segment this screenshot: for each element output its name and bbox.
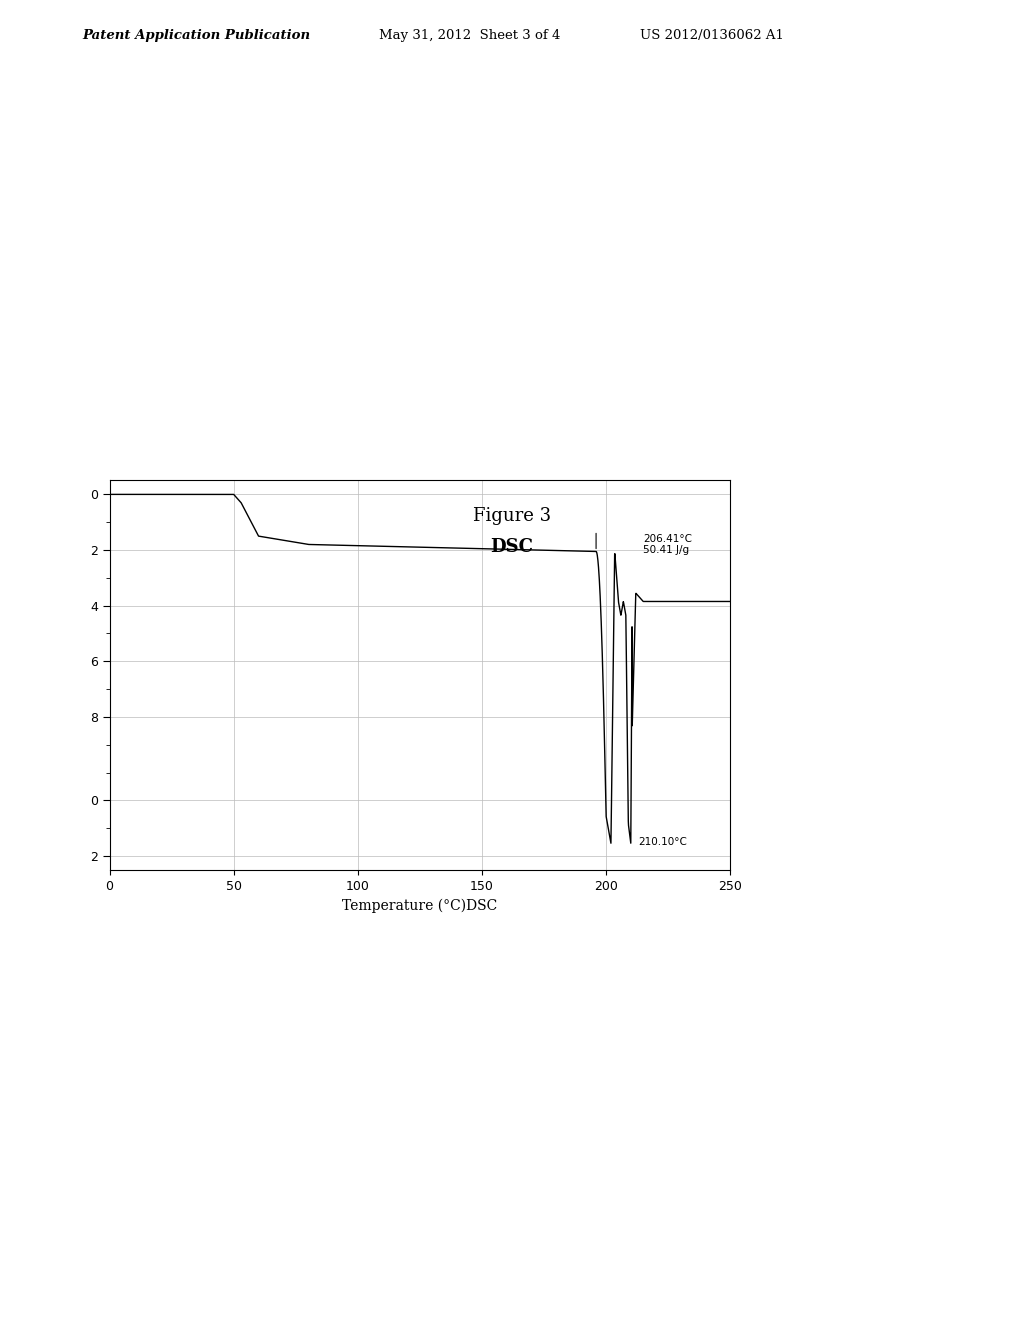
Text: US 2012/0136062 A1: US 2012/0136062 A1 <box>640 29 784 42</box>
Text: 210.10°C: 210.10°C <box>638 837 687 847</box>
X-axis label: Temperature (°C)DSC: Temperature (°C)DSC <box>342 898 498 912</box>
Text: Patent Application Publication: Patent Application Publication <box>82 29 310 42</box>
Text: May 31, 2012  Sheet 3 of 4: May 31, 2012 Sheet 3 of 4 <box>379 29 560 42</box>
Text: 206.41°C
50.41 J/g: 206.41°C 50.41 J/g <box>643 533 692 556</box>
Text: Figure 3: Figure 3 <box>473 507 551 525</box>
Text: DSC: DSC <box>490 537 534 556</box>
